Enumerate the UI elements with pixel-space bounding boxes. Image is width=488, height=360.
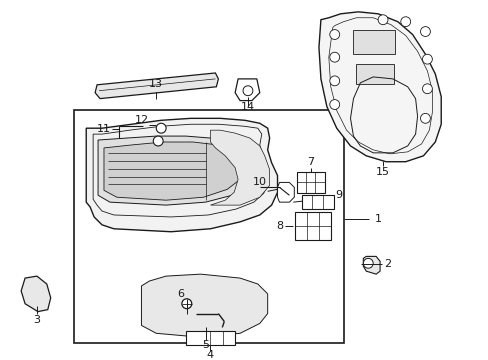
- Text: 1: 1: [374, 214, 381, 224]
- Polygon shape: [318, 12, 440, 162]
- Circle shape: [182, 299, 191, 309]
- Text: 8: 8: [275, 221, 283, 231]
- Circle shape: [422, 84, 431, 94]
- Bar: [295, 212, 330, 240]
- Text: 4: 4: [206, 350, 214, 360]
- Circle shape: [329, 76, 339, 86]
- Text: 10: 10: [252, 177, 266, 188]
- Circle shape: [363, 258, 372, 268]
- Text: 12: 12: [134, 115, 148, 125]
- Circle shape: [329, 30, 339, 40]
- Circle shape: [420, 113, 429, 123]
- Text: 2: 2: [384, 259, 391, 269]
- Circle shape: [420, 27, 429, 36]
- Polygon shape: [86, 118, 277, 232]
- Circle shape: [329, 100, 339, 109]
- Polygon shape: [98, 136, 253, 205]
- Polygon shape: [277, 183, 294, 202]
- Text: 5: 5: [202, 340, 209, 350]
- Bar: [356, 64, 393, 84]
- Text: 11: 11: [97, 124, 111, 134]
- Polygon shape: [141, 274, 267, 337]
- Polygon shape: [210, 130, 269, 205]
- Bar: [74, 111, 343, 343]
- Text: 6: 6: [177, 289, 184, 299]
- Circle shape: [377, 15, 387, 24]
- Text: 3: 3: [33, 315, 41, 325]
- Bar: [353, 30, 394, 54]
- Circle shape: [156, 123, 166, 133]
- Circle shape: [400, 17, 410, 27]
- Text: 7: 7: [307, 157, 314, 167]
- Bar: [297, 172, 324, 193]
- Circle shape: [243, 86, 252, 96]
- Polygon shape: [95, 73, 218, 99]
- Bar: [185, 331, 235, 345]
- Polygon shape: [235, 79, 259, 100]
- Polygon shape: [104, 142, 244, 200]
- Polygon shape: [21, 276, 51, 312]
- Text: 9: 9: [334, 190, 342, 200]
- Circle shape: [329, 52, 339, 62]
- Text: 13: 13: [149, 79, 163, 89]
- Text: 15: 15: [375, 167, 389, 177]
- Text: 14: 14: [241, 102, 255, 112]
- Bar: [302, 195, 333, 209]
- Circle shape: [153, 136, 163, 146]
- Circle shape: [422, 54, 431, 64]
- Polygon shape: [363, 256, 379, 274]
